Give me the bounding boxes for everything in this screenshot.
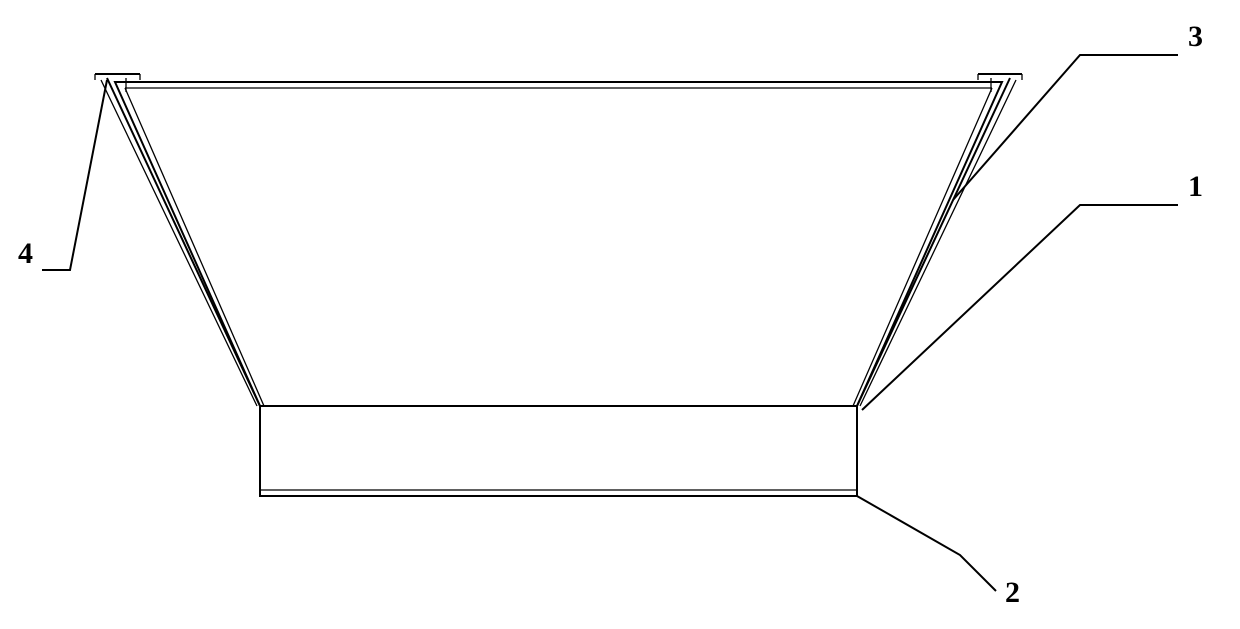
callout-label-1: 1 <box>1188 170 1203 203</box>
callout-label-4: 4 <box>18 237 33 270</box>
figure: 3 1 2 4 <box>18 20 1203 609</box>
diagram-canvas: 3 1 2 4 <box>0 0 1240 629</box>
leader-1 <box>862 205 1178 410</box>
leader-4 <box>42 80 107 270</box>
callout-label-3: 3 <box>1188 20 1203 53</box>
callout-label-2: 2 <box>1005 576 1020 609</box>
base-block <box>260 406 857 496</box>
leader-2 <box>857 496 996 591</box>
funnel-outer <box>115 82 1002 406</box>
